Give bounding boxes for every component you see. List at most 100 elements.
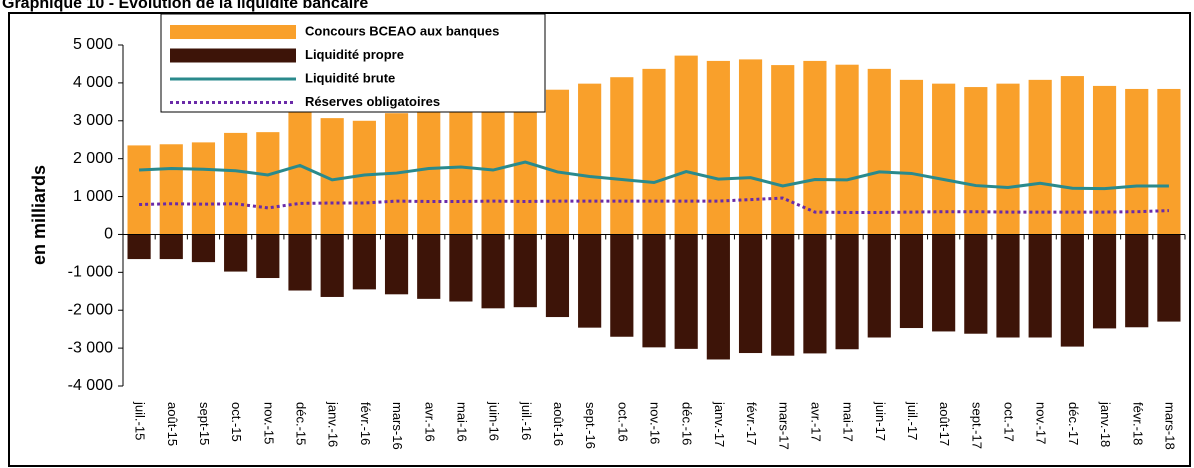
- bar: [481, 234, 505, 309]
- bar: [545, 234, 570, 318]
- bar: [384, 234, 409, 295]
- bar: [932, 83, 956, 235]
- x-tick-label: déc.-15: [294, 402, 309, 445]
- bar: [610, 234, 634, 337]
- y-tick-label: -3 000: [68, 339, 113, 356]
- bar: [1028, 234, 1052, 338]
- bar: [835, 64, 859, 235]
- bar: [288, 234, 312, 291]
- bar: [256, 132, 280, 235]
- y-tick-label: -4 000: [68, 377, 113, 394]
- bar: [1125, 88, 1149, 235]
- bar: [642, 234, 666, 348]
- bar: [738, 59, 763, 235]
- y-tick-label: 2 000: [73, 150, 113, 167]
- legend-label: Concours BCEAO aux banques: [305, 23, 499, 38]
- x-tick-label: juin-16: [487, 401, 502, 441]
- bar: [578, 83, 602, 235]
- bar: [224, 132, 248, 235]
- x-tick-label: févr.-16: [358, 402, 373, 445]
- x-tick-label: avr.-17: [808, 402, 823, 442]
- x-tick-label: sept.-16: [583, 402, 598, 449]
- bar: [159, 234, 183, 260]
- bar: [352, 120, 376, 235]
- x-tick-label: mai-17: [841, 402, 856, 442]
- bar: [1092, 234, 1117, 329]
- y-tick-label: 4 000: [73, 74, 113, 91]
- bar: [417, 234, 441, 299]
- bar: [1060, 234, 1084, 347]
- y-axis-label: en milliards: [29, 165, 49, 265]
- chart-title: Graphique 10 - Evolution de la liquidité…: [2, 0, 368, 12]
- bar: [1060, 76, 1084, 235]
- x-tick-label: mars-17: [776, 402, 791, 450]
- x-tick-label: juil.-16: [519, 401, 534, 440]
- x-tick-label: janv.-17: [712, 401, 727, 447]
- bar: [127, 145, 151, 235]
- x-tick-label: janv.-16: [326, 401, 341, 447]
- x-tick-label: mars-16: [390, 402, 405, 450]
- legend-label: Réserves obligatoires: [305, 94, 440, 109]
- bar: [191, 142, 216, 235]
- x-tick-label: mars-18: [1162, 402, 1177, 450]
- bar: [996, 83, 1020, 235]
- bar: [932, 234, 956, 332]
- x-tick-label: sept.-17: [969, 402, 984, 449]
- bar: [1028, 79, 1052, 235]
- x-tick-label: août-16: [551, 402, 566, 446]
- y-tick-label: 5 000: [73, 36, 113, 53]
- x-tick-label: janv.-18: [1098, 401, 1113, 447]
- bar: [867, 68, 891, 235]
- legend-swatch: [170, 48, 296, 63]
- bar: [706, 60, 730, 235]
- x-tick-label: févr.-18: [1130, 402, 1145, 445]
- bar: [224, 234, 248, 272]
- bar: [1157, 234, 1181, 322]
- bar: [481, 96, 505, 235]
- y-tick-label: -1 000: [68, 264, 113, 281]
- bar: [899, 234, 924, 329]
- y-tick-label: 3 000: [73, 112, 113, 129]
- x-tick-label: déc.-16: [680, 402, 695, 445]
- x-tick-label: août-15: [165, 402, 180, 446]
- bar: [674, 55, 698, 235]
- chart-frame: [8, 12, 1191, 467]
- legend-label: Liquidité brute: [305, 70, 395, 85]
- bar: [1092, 85, 1117, 235]
- x-tick-label: mai-16: [454, 402, 469, 442]
- x-tick-label: avr.-16: [422, 402, 437, 442]
- x-tick-label: oct.-17: [1002, 402, 1017, 442]
- x-tick-label: nov.-15: [261, 402, 276, 444]
- y-tick-label: -2 000: [68, 301, 113, 318]
- bar: [867, 234, 891, 338]
- x-tick-label: sept-15: [197, 402, 212, 445]
- x-tick-label: oct.-16: [615, 402, 630, 442]
- bar: [771, 65, 795, 235]
- y-tick-label: 0: [104, 226, 113, 243]
- bar: [835, 234, 859, 350]
- bar: [159, 144, 183, 235]
- x-tick-label: juil.-15: [133, 401, 148, 440]
- bar: [1125, 234, 1149, 328]
- y-tick-label: 1 000: [73, 188, 113, 205]
- x-tick-label: févr.-17: [744, 402, 759, 445]
- bar: [545, 89, 570, 235]
- legend-label: Liquidité propre: [305, 47, 404, 62]
- bar: [610, 77, 634, 235]
- line-series: [139, 160, 1169, 191]
- bar: [1157, 88, 1181, 235]
- bar: [256, 234, 280, 279]
- bar: [738, 234, 763, 354]
- bar: [964, 234, 988, 334]
- bar: [899, 79, 924, 235]
- x-tick-label: oct.-15: [229, 402, 244, 442]
- bar: [352, 234, 376, 290]
- x-tick-label: déc.-17: [1066, 402, 1081, 445]
- bar: [803, 234, 827, 354]
- bar: [127, 234, 151, 260]
- bar: [642, 68, 666, 235]
- x-tick-label: nov.-17: [1034, 402, 1049, 444]
- legend-swatch: [170, 25, 296, 39]
- bar: [964, 87, 988, 235]
